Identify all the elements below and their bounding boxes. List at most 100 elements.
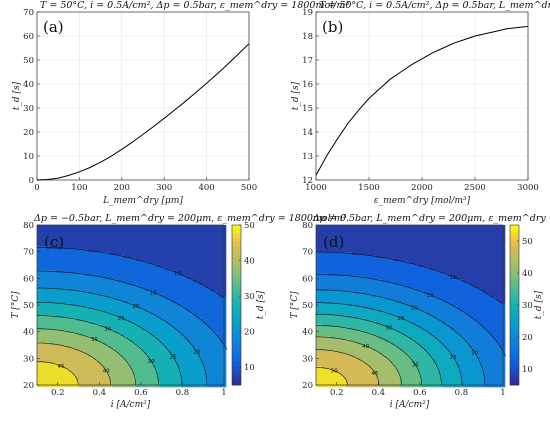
x-tick-label: 0 [34,183,39,193]
plot-area [37,12,249,180]
x-tick-label: 0.4 [93,388,107,398]
contour-label: 20 [132,304,139,310]
contour-line [37,315,159,386]
y-tick-label: 60 [23,274,34,284]
x-tick-label: 0.4 [372,388,386,398]
colorbar-tick-label: 20 [522,333,533,343]
x-tick-label: 0.2 [330,388,344,398]
x-tick-label: 0.8 [455,388,469,398]
y-tick-label: 60 [23,32,34,42]
colorbar-tick-label: 20 [244,328,255,338]
contour-label: 25 [450,355,457,361]
panel-d-contour-map: 10 15 20 20 25 25 30 35 40 45 50 0.2 0.4 0.6 0.8 1 20 30 4… [290,213,550,410]
y-tick-label: 10 [23,152,34,162]
y-axis-label: T [°C] [11,291,21,319]
colorbar-tick-label: 10 [522,365,533,375]
contour-label: 35 [91,337,98,343]
chart-title: T = 50°C, i = 0.5A/cm², Δp = 0.5bar, ε_m… [40,0,349,11]
contour-label: 40 [362,344,369,350]
colorbar-tick-label: 40 [522,269,533,279]
contour-line [316,349,380,385]
colorbar-label: t_d [s] [256,290,266,319]
axes-frame [36,11,250,181]
contour-label: 50 [331,369,338,375]
y-tick-label: 17 [302,56,313,66]
contour-label: 45 [57,364,64,370]
contour-line [37,302,183,386]
contour-label: 30 [385,325,392,331]
series-line [315,25,529,176]
y-tick-label: 40 [23,328,34,338]
y-tick-label: 40 [302,328,313,338]
colorbar-tick-label: 40 [244,257,255,267]
colorbar-tick-label: 50 [244,221,255,231]
panel-a-line-chart: 0 100 200 300 400 500 0 10 20 30 40 50 60 70 T = 50°C,… [12,0,349,206]
contour-label: 30 [104,327,111,333]
x-tick-label: 200 [114,183,130,193]
contour-line [316,336,402,386]
colorbar-tick-label: 30 [522,301,533,311]
y-tick-label: 20 [23,128,34,138]
colorbar-label: t_d [s] [534,290,544,319]
x-tick-label: 0.6 [134,388,148,398]
contour-label: 10 [450,275,457,281]
colorbar-tick-label: 30 [244,292,255,302]
y-tick-label: 70 [23,8,34,18]
y-tick-label: 13 [302,152,313,162]
y-axis-label: t_d [s] [12,81,22,110]
y-tick-label: 50 [23,56,34,66]
contour-line [316,273,507,357]
y-tick-label: 30 [302,354,313,364]
panel-c-contour-map: 10 15 20 20 25 25 30 30 35 40 45 0.2 0.4 0.6 0.8 1 20 30 4… [11,213,347,410]
contour-label: 25 [118,316,125,322]
contour-line [36,328,136,385]
contour-label: 45 [372,371,379,377]
x-axis-label: L_mem^dry [μm] [102,196,183,206]
chart-title: Δp = 0.5bar, L_mem^dry = 200μm, ε_mem^dr… [312,213,550,224]
y-tick-label: 20 [302,381,313,391]
colorbar-tick-label: 50 [522,237,533,247]
contour-line [36,247,225,299]
y-axis-label: t_d [s] [291,81,301,110]
contour-line [36,287,208,386]
contour-line [316,251,504,305]
y-tick-label: 12 [302,176,313,186]
panel-letter: (a) [43,18,64,36]
contour-label: 35 [412,363,419,369]
axes-frame [315,11,529,181]
contour-label: 10 [174,271,181,277]
x-tick-label: 1000 [305,183,327,193]
contour-line [316,366,348,385]
x-tick-label: 1 [500,388,505,398]
chart-title: Δp = −0.5bar, L_mem^dry = 200μm, ε_mem^d… [33,213,347,224]
y-tick-label: 20 [23,381,34,391]
chart-title: T = 50°C, i = 0.5A/cm², Δp = 0.5bar, L_m… [319,0,550,11]
contour-line [316,289,486,386]
y-tick-label: 70 [302,248,313,258]
contour-label: 15 [427,293,434,299]
y-tick-label: 14 [302,128,313,138]
x-tick-label: 400 [198,183,214,193]
y-tick-label: 19 [302,8,313,18]
x-tick-label: 500 [241,183,257,193]
y-tick-label: 16 [302,80,313,90]
contour-line [37,342,111,385]
contour-label: 25 [397,316,404,322]
colorbar-frame [231,224,242,386]
contour-label: 15 [150,290,157,296]
x-tick-label: 300 [156,183,172,193]
x-axis-label: ε_mem^dry [mol/m³] [374,196,471,206]
contour-label: 20 [193,350,200,356]
contour-label: 20 [471,350,478,356]
y-tick-label: 80 [302,221,313,231]
x-tick-label: 0.6 [413,388,427,398]
contour-line [37,361,79,385]
y-tick-label: 15 [302,104,313,114]
y-axis-label: T [°C] [290,291,300,319]
contour-line [316,325,423,385]
y-tick-label: 60 [302,274,313,284]
panel-letter: (d) [323,233,344,251]
contour-line [316,302,463,386]
x-tick-label: 3000 [517,183,539,193]
x-tick-label: 1500 [358,183,380,193]
